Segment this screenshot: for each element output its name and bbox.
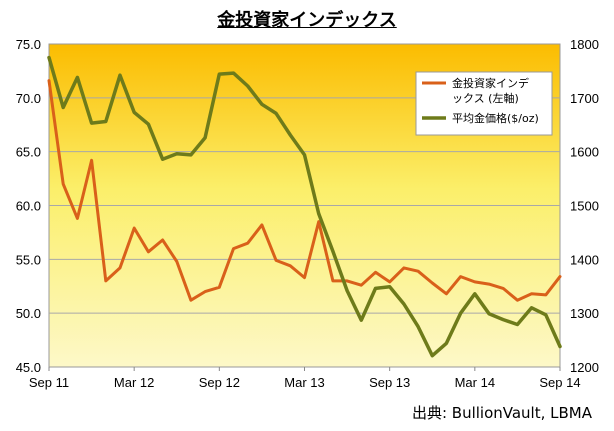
right-axis-tick-label: 1300 bbox=[570, 306, 599, 321]
right-axis-tick-label: 1200 bbox=[570, 360, 599, 375]
x-axis-tick-label: Sep 11 bbox=[29, 375, 69, 390]
x-axis-tick-label: Mar 13 bbox=[284, 375, 324, 390]
right-axis-tick-label: 1700 bbox=[570, 91, 599, 106]
left-axis-tick-label: 50.0 bbox=[16, 306, 41, 321]
average-gold-price-line bbox=[47, 55, 562, 358]
right-axis-tick-label: 1500 bbox=[570, 199, 599, 214]
left-axis-tick-label: 60.0 bbox=[16, 199, 41, 214]
right-axis-tick-label: 1600 bbox=[570, 145, 599, 160]
x-axis-tick-label: Sep 14 bbox=[539, 375, 580, 390]
right-axis-tick-label: 1400 bbox=[570, 252, 599, 267]
x-axis-tick-label: Mar 12 bbox=[114, 375, 154, 390]
legend-label-index: 金投資家インデックス (左軸) bbox=[452, 76, 529, 105]
series-lines bbox=[47, 55, 562, 358]
x-axis-tick-label: Mar 14 bbox=[455, 375, 495, 390]
source-note: 出典: BullionVault, LBMA bbox=[411, 404, 592, 422]
left-axis-tick-label: 55.0 bbox=[16, 252, 41, 267]
left-axis-tick-label: 45.0 bbox=[16, 360, 41, 375]
legend: 金投資家インデックス (左軸) 平均金価格($/oz) bbox=[415, 71, 553, 136]
legend-label-price: 平均金価格($/oz) bbox=[452, 111, 539, 125]
left-axis-tick-label: 70.0 bbox=[16, 91, 41, 106]
x-axis-tick-label: Sep 12 bbox=[199, 375, 240, 390]
left-axis-tick-label: 75.0 bbox=[16, 37, 41, 52]
right-axis-tick-label: 1800 bbox=[570, 37, 599, 52]
chart-title: 金投資家インデックス bbox=[217, 10, 397, 31]
gold-investor-index-line bbox=[47, 79, 562, 302]
x-axis-tick-label: Sep 13 bbox=[369, 375, 410, 390]
axes: 45.0 50.0 55.0 60.0 65.0 70.0 75.0 1200 1300 1400… bbox=[16, 37, 599, 390]
left-axis-tick-label: 65.0 bbox=[16, 145, 41, 160]
